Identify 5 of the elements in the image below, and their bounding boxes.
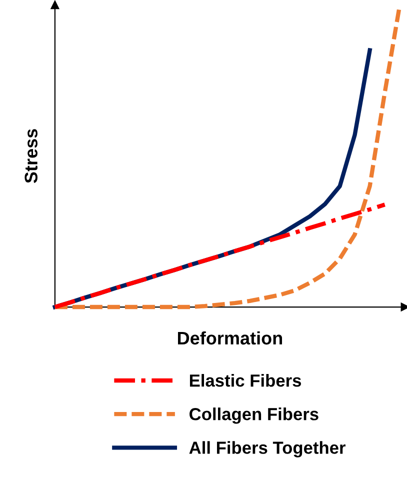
y-axis-title: Stress [24,129,38,184]
legend-label: All Fibers Together [189,441,346,458]
legend-label: Collagen Fibers [190,408,318,424]
x-axis-title: Deformation [178,331,282,345]
legend-label: Elastic Fibers [190,374,302,387]
